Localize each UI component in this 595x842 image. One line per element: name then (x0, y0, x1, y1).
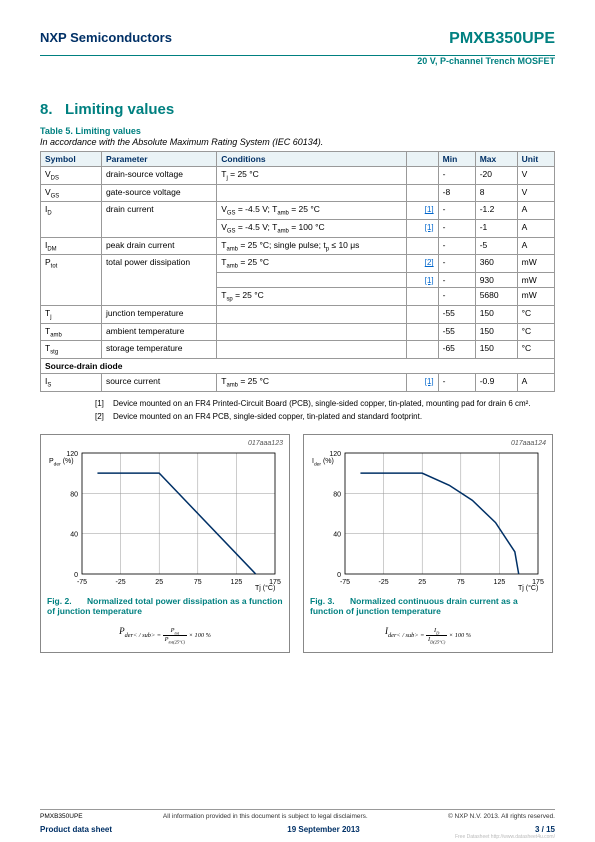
watermark: Free Datasheet http://www.datasheet4u.co… (455, 834, 555, 840)
section-heading: 8. Limiting values (40, 101, 555, 118)
svg-text:125: 125 (231, 579, 243, 586)
svg-text:120: 120 (66, 451, 78, 458)
figure-3-box: Ider (%)017aaa124-75-2525751251750408012… (303, 434, 553, 653)
limiting-values-table: SymbolParameterConditionsMinMaxUnit VDSd… (40, 151, 555, 392)
svg-text:40: 40 (70, 532, 78, 539)
svg-text:-75: -75 (340, 579, 350, 586)
svg-text:125: 125 (494, 579, 506, 586)
svg-text:120: 120 (329, 451, 341, 458)
product-name: PMXB350UPE (449, 30, 555, 48)
svg-text:-75: -75 (77, 579, 87, 586)
footer-line1: PMXB350UPE All information provided in t… (40, 809, 555, 820)
company-name: NXP Semiconductors (40, 30, 172, 45)
table-footnotes: [1]Device mounted on an FR4 Printed-Circ… (95, 398, 555, 422)
svg-text:80: 80 (70, 491, 78, 498)
svg-text:25: 25 (418, 579, 426, 586)
product-subtitle: 20 V, P-channel Trench MOSFET (417, 56, 555, 66)
svg-text:80: 80 (333, 491, 341, 498)
table-subtitle: In accordance with the Absolute Maximum … (40, 137, 555, 147)
svg-text:40: 40 (333, 532, 341, 539)
table-title: Table 5. Limiting values (40, 126, 555, 136)
svg-text:Tj (°C): Tj (°C) (255, 584, 275, 592)
svg-text:75: 75 (194, 579, 202, 586)
svg-text:-25: -25 (116, 579, 126, 586)
svg-text:25: 25 (155, 579, 163, 586)
footer-line2: Product data sheet 19 September 2013 3 /… (40, 825, 555, 834)
svg-text:0: 0 (337, 572, 341, 579)
svg-text:Tj (°C): Tj (°C) (518, 584, 538, 592)
svg-text:0: 0 (74, 572, 78, 579)
figure-2-box: Pder (%)017aaa123-75-2525751251750408012… (40, 434, 290, 653)
svg-text:75: 75 (457, 579, 465, 586)
svg-text:-25: -25 (379, 579, 389, 586)
